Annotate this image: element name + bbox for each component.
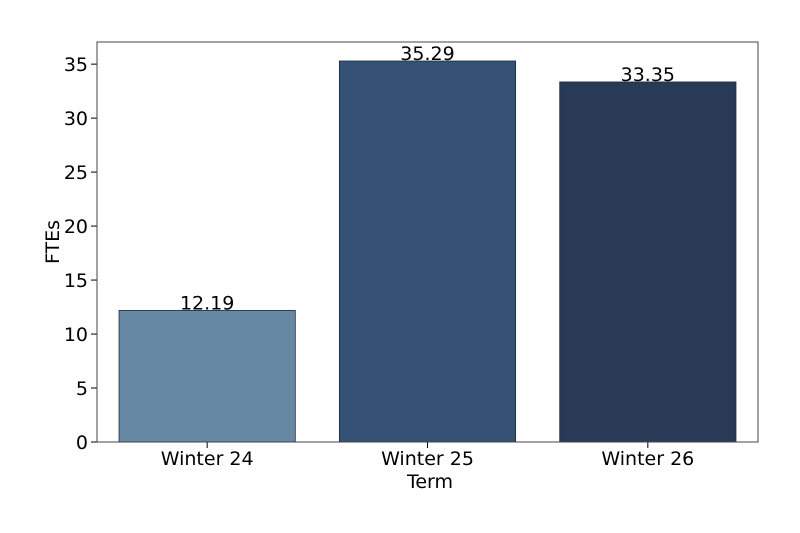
y-tick-label: 30 — [64, 108, 88, 130]
x-tick-label: Winter 25 — [381, 448, 474, 470]
y-tick-label: 25 — [64, 162, 88, 184]
x-tick-label: Winter 24 — [161, 448, 254, 470]
y-axis-label: FTEs — [42, 220, 64, 264]
y-tick-label: 20 — [64, 216, 88, 238]
y-tick-label: 10 — [64, 324, 88, 346]
bar — [118, 309, 296, 443]
value-label: 33.35 — [621, 64, 675, 86]
y-tick-label: 35 — [64, 54, 88, 76]
bar — [559, 81, 737, 443]
y-tick-label: 15 — [64, 270, 88, 292]
y-tick-label: 0 — [76, 432, 88, 454]
y-tick-label: 5 — [76, 378, 88, 400]
value-label: 35.29 — [400, 43, 454, 65]
value-label: 12.19 — [180, 292, 234, 314]
x-tick-label: Winter 26 — [601, 448, 694, 470]
x-axis-label: Term — [406, 471, 453, 493]
bar — [338, 60, 517, 443]
plot-frame — [96, 41, 759, 443]
